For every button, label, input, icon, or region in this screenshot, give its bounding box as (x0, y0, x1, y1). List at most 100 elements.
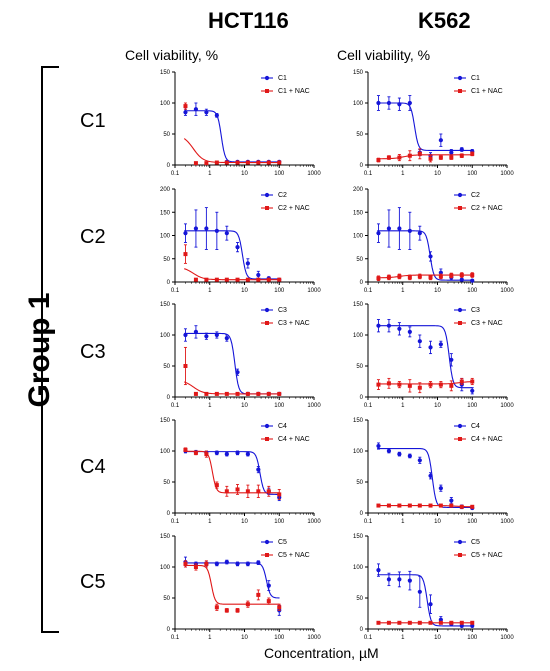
curve-series-nac-c1-k562 (377, 154, 473, 160)
point-series-nac-c3-hct116 (256, 391, 261, 396)
x-tick-label-c1-k562: 1 (401, 171, 405, 177)
x-tick-label-c4-hct116: 10 (241, 519, 248, 525)
curve-series-main-c2-k562 (377, 230, 473, 281)
y-tick-label-c1-hct116: 50 (163, 132, 170, 138)
legend-label-series-nac-c5-hct116: C5 + NAC (278, 552, 310, 559)
point-series-nac-c3-hct116 (266, 391, 271, 396)
point-series-nac-c2-k562 (470, 273, 475, 278)
legend-label-series-nac-c3-hct116: C3 + NAC (278, 320, 310, 327)
legend-marker-series-main-c1-hct116 (264, 75, 270, 81)
y-tick-label-c2-k562: 150 (353, 210, 364, 216)
point-series-nac-c3-k562 (459, 379, 464, 384)
point-series-nac-c1-k562 (438, 155, 443, 160)
point-series-main-c2-k562 (407, 228, 412, 233)
point-series-nac-c4-k562 (470, 504, 475, 509)
x-tick-label-c2-k562: 1000 (500, 288, 514, 294)
x-tick-label-c1-hct116: 1 (208, 171, 212, 177)
x-tick-label-c3-k562: 10 (434, 403, 441, 409)
point-series-nac-c1-hct116 (193, 161, 198, 166)
point-series-nac-c1-k562 (449, 155, 454, 160)
x-tick-label-c4-hct116: 1 (208, 519, 212, 525)
point-series-nac-c2-hct116 (183, 252, 188, 257)
x-tick-label-c4-k562: 1000 (500, 519, 514, 525)
legend-marker-series-main-c5-k562 (457, 539, 463, 545)
curve-series-main-c3-k562 (377, 325, 473, 389)
point-series-nac-c5-hct116 (245, 602, 250, 607)
column-title-hct116: HCT116 (208, 8, 289, 33)
point-series-nac-c3-k562 (397, 382, 402, 387)
y-tick-label-c2-hct116: 100 (160, 234, 171, 240)
y-tick-label-c2-k562: 200 (353, 187, 364, 193)
point-series-main-c5-k562 (397, 577, 402, 582)
curve-series-nac-c4-k562 (377, 505, 473, 508)
x-tick-label-c4-k562: 10 (434, 519, 441, 525)
x-tick-label-c5-hct116: 0.1 (171, 635, 180, 641)
y-axis-label-hct116: Cell viability, % (125, 47, 219, 63)
point-series-nac-c5-k562 (428, 620, 433, 625)
point-series-main-c4-k562 (386, 448, 392, 454)
point-series-nac-c2-k562 (438, 274, 443, 279)
x-tick-label-c2-k562: 10 (434, 288, 441, 294)
x-tick-label-c4-hct116: 0.1 (171, 519, 180, 525)
legend-label-series-main-c4-k562: C4 (471, 423, 480, 430)
point-series-nac-c2-hct116 (245, 277, 250, 282)
point-series-nac-c5-k562 (459, 620, 464, 625)
x-tick-label-c5-k562: 10 (434, 635, 441, 641)
y-tick-label-c4-k562: 100 (353, 449, 364, 455)
point-series-nac-c3-k562 (449, 383, 454, 388)
legend-marker-series-main-c2-k562 (457, 192, 463, 198)
x-tick-label-c2-hct116: 1000 (307, 288, 321, 294)
y-tick-label-c3-k562: 100 (353, 333, 364, 339)
point-series-nac-c4-hct116 (256, 489, 261, 494)
x-tick-label-c1-hct116: 100 (274, 171, 285, 177)
point-series-nac-c3-k562 (407, 383, 412, 388)
x-tick-label-c3-hct116: 0.1 (171, 403, 180, 409)
curve-series-nac-c1-hct116 (183, 138, 280, 164)
legend-label-series-nac-c1-hct116: C1 + NAC (278, 88, 310, 95)
y-tick-label-c4-hct116: 0 (167, 511, 171, 517)
point-series-main-c2-hct116 (183, 231, 188, 236)
y-tick-label-c5-hct116: 100 (160, 565, 171, 571)
point-series-nac-c3-hct116 (193, 391, 198, 396)
y-tick-label-c1-k562: 100 (353, 101, 364, 107)
point-series-main-c1-k562 (397, 102, 402, 107)
point-series-nac-c4-hct116 (245, 489, 250, 494)
point-series-nac-c5-k562 (376, 620, 381, 625)
point-series-nac-c5-k562 (449, 620, 454, 625)
x-tick-label-c1-k562: 1000 (500, 171, 514, 177)
point-series-main-c5-k562 (417, 589, 422, 594)
legend-marker-series-nac-c3-hct116 (265, 321, 269, 325)
y-tick-label-c2-k562: 100 (353, 234, 364, 240)
x-axis-label: Concentration, µM (264, 645, 379, 661)
legend-label-series-main-c1-k562: C1 (471, 75, 480, 82)
point-series-main-c3-k562 (386, 323, 392, 328)
point-series-main-c5-hct116 (224, 559, 229, 565)
point-series-nac-c2-k562 (407, 275, 412, 280)
x-tick-label-c5-hct116: 1 (208, 635, 212, 641)
x-tick-label-c1-hct116: 0.1 (171, 171, 180, 177)
legend-label-series-main-c1-hct116: C1 (278, 75, 287, 82)
point-series-main-c3-k562 (397, 326, 402, 331)
point-series-main-c5-k562 (470, 623, 475, 629)
point-series-nac-c1-hct116 (277, 160, 282, 165)
point-series-main-c1-k562 (407, 100, 412, 106)
curve-series-main-c1-hct116 (184, 110, 280, 163)
legend-label-series-main-c2-hct116: C2 (278, 192, 287, 199)
point-series-nac-c4-k562 (386, 503, 391, 508)
curve-series-nac-c3-hct116 (184, 381, 280, 395)
y-tick-label-c4-hct116: 100 (160, 449, 171, 455)
point-series-nac-c1-hct116 (245, 160, 250, 165)
x-tick-label-c1-k562: 100 (467, 171, 478, 177)
point-series-nac-c4-k562 (376, 503, 381, 508)
row-label-c3: C3 (80, 341, 106, 363)
legend-marker-series-main-c1-k562 (457, 75, 463, 81)
point-series-main-c2-hct116 (256, 272, 261, 278)
legend-label-series-nac-c4-hct116: C4 + NAC (278, 436, 310, 443)
legend-label-series-nac-c2-k562: C2 + NAC (471, 205, 503, 212)
point-series-nac-c1-k562 (417, 151, 422, 156)
point-series-nac-c5-k562 (397, 620, 402, 625)
point-series-main-c1-hct116 (214, 113, 219, 118)
x-tick-label-c3-k562: 1 (401, 403, 405, 409)
point-series-nac-c5-hct116 (266, 599, 271, 604)
point-series-nac-c3-hct116 (204, 391, 209, 396)
